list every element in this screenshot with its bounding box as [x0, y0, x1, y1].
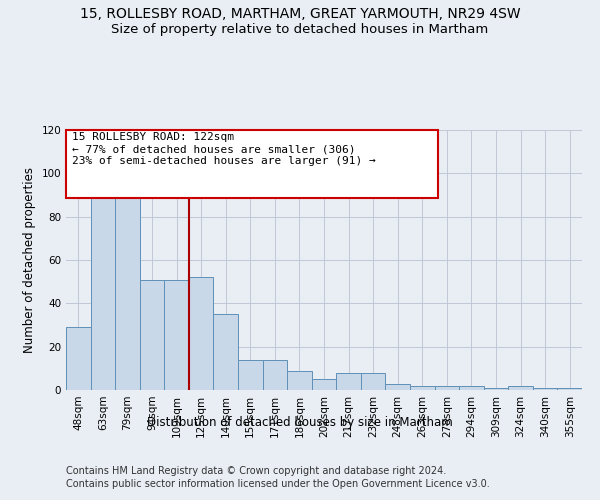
Bar	[214, 314, 238, 390]
Text: 15, ROLLESBY ROAD, MARTHAM, GREAT YARMOUTH, NR29 4SW: 15, ROLLESBY ROAD, MARTHAM, GREAT YARMOU…	[80, 8, 520, 22]
Bar	[263, 360, 287, 390]
Bar	[533, 388, 557, 390]
Text: Contains public sector information licensed under the Open Government Licence v3: Contains public sector information licen…	[66, 479, 490, 489]
Bar	[508, 386, 533, 390]
Text: Contains HM Land Registry data © Crown copyright and database right 2024.: Contains HM Land Registry data © Crown c…	[66, 466, 446, 476]
Bar	[385, 384, 410, 390]
Bar	[189, 278, 214, 390]
Bar	[140, 280, 164, 390]
Bar	[287, 370, 312, 390]
Y-axis label: Number of detached properties: Number of detached properties	[23, 167, 36, 353]
Text: Size of property relative to detached houses in Martham: Size of property relative to detached ho…	[112, 22, 488, 36]
Text: Distribution of detached houses by size in Martham: Distribution of detached houses by size …	[147, 416, 453, 429]
Bar	[361, 372, 385, 390]
Bar	[115, 195, 140, 390]
Bar	[238, 360, 263, 390]
Text: 15 ROLLESBY ROAD: 122sqm
← 77% of detached houses are smaller (306)
23% of semi-: 15 ROLLESBY ROAD: 122sqm ← 77% of detach…	[72, 132, 376, 166]
Bar	[410, 386, 434, 390]
Bar	[336, 372, 361, 390]
Bar	[312, 379, 336, 390]
Bar	[484, 388, 508, 390]
Bar	[557, 388, 582, 390]
Bar	[459, 386, 484, 390]
Bar	[164, 280, 189, 390]
Bar	[66, 327, 91, 390]
Bar	[91, 188, 115, 390]
Bar	[434, 386, 459, 390]
